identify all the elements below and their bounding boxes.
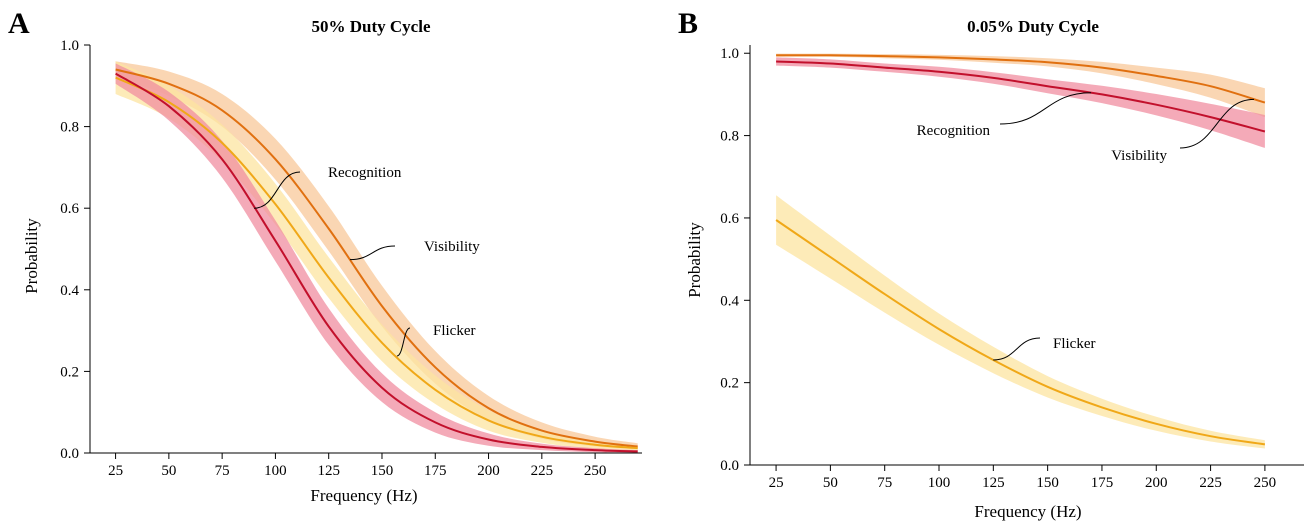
panel-b-bands [776,53,1265,449]
panel-a-title: 50% Duty Cycle [312,17,431,36]
panel-a-letter: A [8,7,30,40]
leader-recognition [254,171,301,209]
panel-b-ylabel: Probability [685,222,704,298]
x-tick-label: 25 [769,475,784,491]
x-tick-label: 175 [1091,475,1114,491]
panel-a-annotations: Recognition Visibility Flicker [254,165,480,357]
y-tick-label: 1.0 [60,38,79,54]
annotation-flicker: Flicker [1053,336,1096,352]
annotation-flicker: Flicker [433,323,476,339]
leader-visibility [1179,98,1255,149]
y-tick-label: 0.6 [60,201,79,217]
line-recognition [776,60,1266,133]
y-tick-label: 0.2 [60,364,79,380]
y-tick-label: 0.2 [720,376,739,392]
panel-b-lines [775,54,1266,446]
x-tick-label: 75 [215,463,230,479]
y-tick-label: 0.0 [720,458,739,474]
panel-a-xlabel: Frequency (Hz) [310,486,417,505]
x-tick-label: 50 [823,475,838,491]
line-recognition [115,72,638,453]
line-flicker [115,76,638,450]
y-tick-label: 1.0 [720,46,739,62]
y-tick-label: 0.6 [720,211,739,227]
panel-a-axes [89,45,642,454]
x-tick-label: 250 [1254,475,1277,491]
x-tick-label: 75 [877,475,892,491]
x-tick-label: 150 [1036,475,1059,491]
x-tick-label: 25 [108,463,123,479]
y-tick-label: 0.0 [60,446,79,462]
x-tick-label: 100 [928,475,951,491]
line-visibility [776,54,1266,104]
panel-b-annotations: Recognition Visibility Flicker [917,92,1255,361]
y-tick-label: 0.8 [720,129,739,145]
annotation-visibility: Visibility [1111,148,1167,164]
y-tick-label: 0.8 [60,120,79,136]
x-tick-label: 225 [1199,475,1222,491]
x-tick-label: 200 [477,463,500,479]
panel-b: B 0.05% Duty Cycle 25 50 75 100 125 150 175 200… [678,7,1304,521]
x-tick-label: 250 [584,463,607,479]
panel-b-letter: B [678,7,698,40]
panel-b-ticks: 25 50 75 100 125 150 175 200 225 250 0.0 0.2 0.4 0.6 0… [720,46,1276,491]
y-tick-label: 0.4 [60,283,79,299]
band-recognition [115,63,638,453]
y-tick-label: 0.4 [720,293,739,309]
band-flicker [776,195,1265,449]
x-tick-label: 50 [161,463,176,479]
x-tick-label: 125 [317,463,340,479]
x-tick-label: 100 [264,463,287,479]
x-tick-label: 175 [424,463,447,479]
band-flicker [115,61,638,451]
leader-flicker [993,337,1041,361]
line-flicker [775,219,1266,446]
panel-a: A 50% Duty Cycle 25 50 75 100 125 150 175 200 22… [8,7,642,505]
x-tick-label: 150 [371,463,394,479]
annotation-recognition: Recognition [917,123,991,139]
x-tick-label: 125 [982,475,1005,491]
line-visibility [115,68,638,448]
leader-flicker [396,327,411,357]
x-tick-label: 225 [531,463,554,479]
panel-b-axes [749,45,1304,466]
panel-b-title: 0.05% Duty Cycle [967,17,1099,36]
panel-a-lines [115,68,638,453]
panel-a-ylabel: Probability [22,218,41,294]
panel-b-xlabel: Frequency (Hz) [974,502,1081,521]
band-visibility [776,53,1265,118]
panel-a-ticks: 25 50 75 100 125 150 175 200 225 250 0.0 0.2 0.4 0.6 0… [60,38,606,479]
annotation-recognition: Recognition [328,165,402,181]
band-recognition [776,57,1265,148]
leader-recognition [999,92,1092,125]
leader-visibility [349,245,396,261]
annotation-visibility: Visibility [424,239,480,255]
x-tick-label: 200 [1145,475,1168,491]
